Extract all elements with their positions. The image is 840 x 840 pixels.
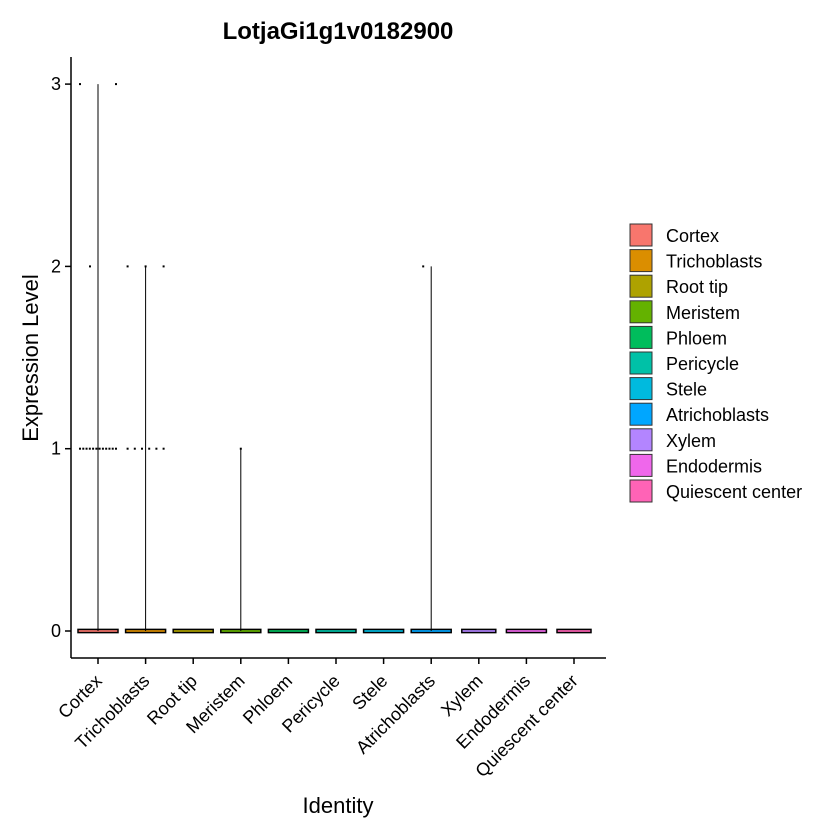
x-tick-label: Stele: [348, 671, 391, 714]
legend-swatch: [629, 428, 653, 452]
y-tick-label: 2: [51, 256, 61, 276]
legend-label: Stele: [666, 380, 707, 400]
violin-endodermis: [505, 628, 548, 634]
legend-label: Endodermis: [666, 456, 762, 476]
violin-xylem: [461, 628, 497, 634]
violin-phloem: [267, 628, 310, 634]
legend-swatch: [629, 223, 653, 247]
point-cortex: [82, 447, 85, 450]
point-trichoblasts: [162, 265, 165, 268]
point-cortex: [101, 447, 104, 450]
point-cortex: [89, 265, 91, 268]
legend-label: Root tip: [666, 277, 728, 297]
legend-label: Pericycle: [666, 354, 739, 374]
legend-swatch: [629, 351, 653, 375]
legend-label: Phloem: [666, 328, 727, 348]
point-cortex: [88, 447, 91, 450]
y-tick-label: 3: [51, 74, 61, 94]
plot-area: [77, 83, 592, 634]
point-cortex: [108, 447, 111, 450]
violin-root-tip: [172, 628, 214, 634]
point-cortex: [115, 447, 117, 450]
legend-swatch: [629, 377, 653, 401]
violin-quiescent-center: [556, 628, 592, 634]
point-cortex: [105, 447, 108, 450]
point-trichoblasts: [148, 447, 151, 450]
legend-label: Trichoblasts: [666, 252, 762, 272]
point-trichoblasts: [141, 447, 143, 450]
legend-swatch: [629, 402, 653, 426]
legend-swatch: [629, 325, 653, 349]
violin-pericycle: [315, 628, 357, 634]
x-axis-title: Identity: [303, 793, 374, 818]
point-trichoblasts: [162, 447, 165, 450]
point-cortex: [79, 447, 81, 450]
point-cortex: [111, 447, 114, 450]
legend-swatch: [629, 300, 653, 324]
point-trichoblasts: [126, 265, 129, 268]
point-cortex: [85, 447, 88, 450]
legend-swatch: [629, 274, 653, 298]
point-trichoblasts: [144, 265, 147, 268]
point-meristem: [239, 447, 242, 450]
y-tick-label: 0: [51, 621, 61, 641]
legend-swatch: [629, 479, 653, 503]
legend: Cortex Trichoblasts Root tip Meristem Phloem…: [629, 223, 802, 503]
legend-swatch: [629, 453, 653, 477]
legend-swatch: [629, 249, 653, 273]
legend-label: Quiescent center: [666, 482, 802, 502]
point-trichoblasts: [133, 447, 136, 450]
point-cortex: [115, 83, 117, 86]
point-trichoblasts: [155, 447, 158, 450]
point-cortex: [95, 447, 98, 450]
point-cortex: [79, 83, 81, 86]
y-tick-label: 1: [51, 439, 61, 459]
legend-label: Xylem: [666, 431, 716, 451]
legend-label: Cortex: [666, 226, 719, 246]
violin-stele: [362, 628, 405, 634]
point-cortex: [98, 447, 101, 450]
point-trichoblasts: [126, 447, 129, 450]
chart-title: LotjaGi1g1v0182900: [223, 18, 454, 45]
point-cortex: [92, 447, 95, 450]
y-axis-title: Expression Level: [18, 274, 43, 442]
legend-label: Atrichoblasts: [666, 405, 769, 425]
legend-label: Meristem: [666, 303, 740, 323]
point-atrichoblasts: [422, 265, 425, 268]
